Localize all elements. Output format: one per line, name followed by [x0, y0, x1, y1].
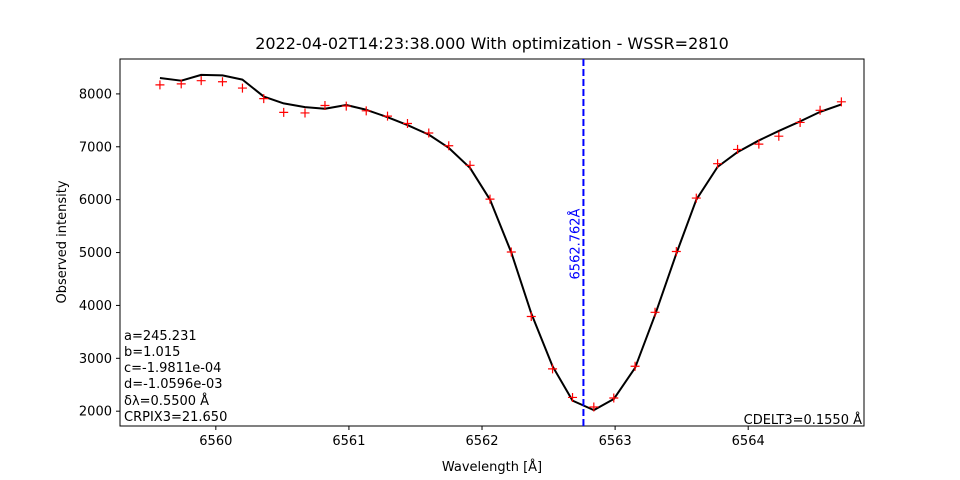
- y-axis: 2000 3000 4000 5000 6000 7000 8000: [79, 87, 120, 420]
- observed-point: [320, 101, 330, 111]
- observed-point: [774, 131, 784, 141]
- x-tick-label: 6561: [332, 434, 365, 449]
- x-tick-label: 6564: [732, 434, 765, 449]
- observed-point: [279, 107, 289, 117]
- x-axis: 6560 6561 6562 6563 6564: [199, 426, 765, 449]
- y-tick-label: 3000: [79, 352, 112, 367]
- observed-point: [671, 246, 681, 256]
- observed-point: [836, 97, 846, 107]
- fit-parameter-line: b=1.015: [124, 345, 180, 360]
- observed-point: [815, 105, 825, 115]
- observed-point: [506, 247, 516, 257]
- observed-point: [383, 111, 393, 121]
- observed-points-series: [155, 76, 846, 412]
- axes-frame: [119, 58, 865, 427]
- observed-point: [237, 83, 247, 93]
- observed-point: [485, 194, 495, 204]
- fit-parameter-line: a=245.231: [124, 329, 197, 344]
- observed-point: [361, 106, 371, 116]
- observed-point: [341, 101, 351, 111]
- observed-point: [196, 76, 206, 86]
- observed-point: [568, 392, 578, 402]
- y-tick-label: 6000: [79, 193, 112, 208]
- observed-point: [589, 402, 599, 412]
- observed-point: [176, 79, 186, 89]
- observed-point: [713, 159, 723, 169]
- x-tick-label: 6562: [465, 434, 498, 449]
- y-tick-label: 4000: [79, 299, 112, 314]
- observed-point: [526, 312, 536, 322]
- y-axis-label: Observed intensity: [55, 180, 70, 303]
- y-tick-label: 2000: [79, 405, 112, 420]
- observed-point: [754, 139, 764, 149]
- observed-point: [548, 364, 558, 374]
- line-center-marker: 6562.762Å: [567, 59, 585, 426]
- fit-parameter-line: CRPIX3=21.650: [124, 410, 227, 425]
- y-tick-label: 8000: [79, 87, 112, 102]
- cdelt-annotation: CDELT3=0.1550 Å: [744, 412, 862, 428]
- fit-line-series: [159, 73, 842, 412]
- x-tick-label: 6560: [199, 434, 232, 449]
- observed-point: [402, 119, 412, 129]
- observed-point: [795, 117, 805, 127]
- fit-line: [159, 73, 842, 412]
- x-tick-label: 6563: [599, 434, 632, 449]
- observed-point: [609, 393, 619, 403]
- observed-point: [155, 80, 165, 90]
- x-axis-label: Wavelength [Å]: [442, 459, 542, 475]
- fit-parameter-line: δλ=0.5500 Å: [124, 393, 209, 409]
- plot-area: 6560 6561 6562 6563 6564 2000 3000 4000 5000 600…: [79, 58, 865, 449]
- observed-point: [444, 141, 454, 151]
- observed-point: [650, 307, 660, 317]
- observed-point: [424, 128, 434, 138]
- observed-point: [259, 94, 269, 104]
- fit-parameter-line: d=-1.0596e-03: [124, 377, 223, 392]
- y-tick-label: 5000: [79, 246, 112, 261]
- observed-point: [217, 77, 227, 87]
- fit-parameters-annotation: a=245.231b=1.015c=-1.9811e-04d=-1.0596e-…: [124, 329, 227, 425]
- observed-point: [733, 144, 743, 154]
- chart-title: 2022-04-02T14:23:38.000 With optimizatio…: [255, 34, 729, 53]
- fit-parameter-line: c=-1.9811e-04: [124, 361, 221, 376]
- y-tick-label: 7000: [79, 140, 112, 155]
- observed-point: [691, 193, 701, 203]
- observed-point: [465, 160, 475, 170]
- observed-point: [630, 361, 640, 371]
- observed-point: [300, 108, 310, 118]
- line-center-label: 6562.762Å: [567, 208, 583, 279]
